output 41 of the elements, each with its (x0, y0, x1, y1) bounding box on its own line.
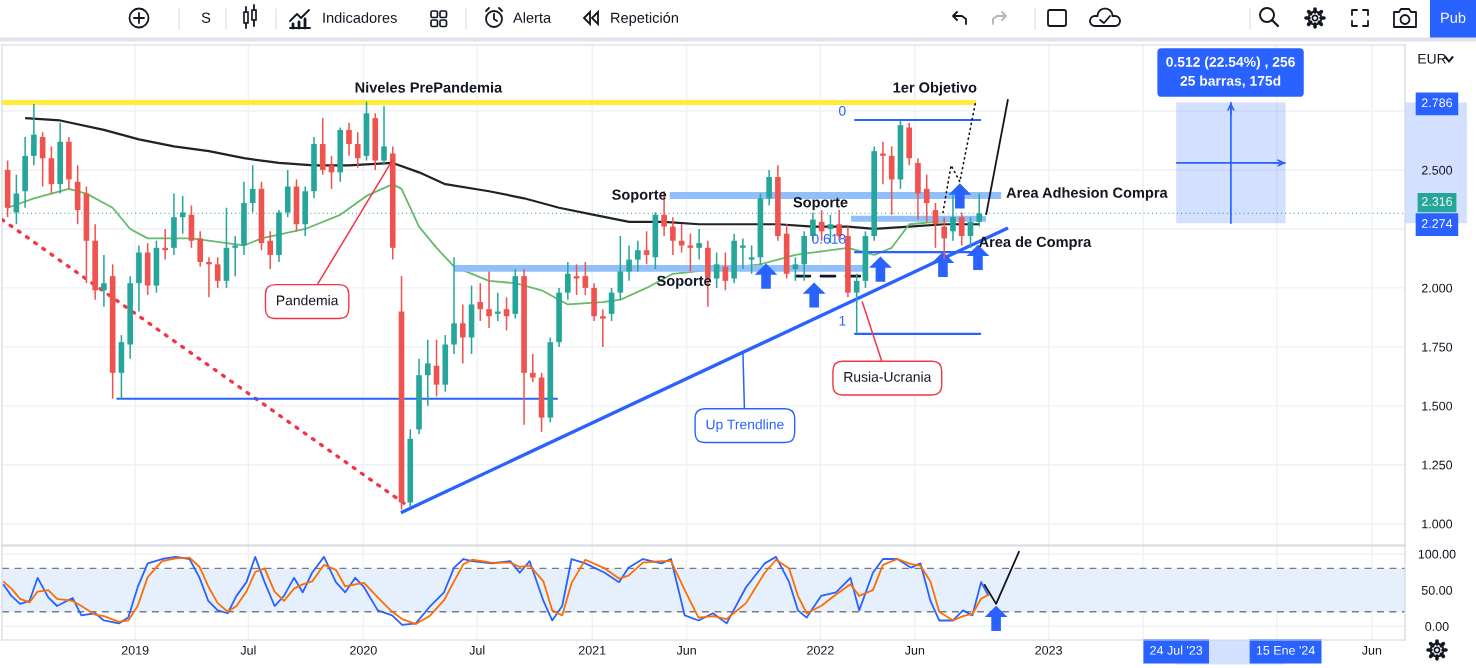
y-tick-label: 2.786 (1421, 98, 1453, 108)
annotation: Pandemia (277, 295, 339, 306)
x-tick-label: 24 Jul '23 (1150, 645, 1203, 655)
y-tick-label: 2.274 (1421, 219, 1453, 228)
y-tick-label: 1.750 (1422, 342, 1453, 352)
y-tick-label: 2.000 (1421, 283, 1453, 293)
x-tick-label: 2021 (578, 645, 606, 655)
text: Alerta (513, 12, 552, 23)
text: Pub (1441, 12, 1466, 23)
text: S (201, 12, 211, 23)
y-tick-label: 50.00 (1421, 585, 1453, 595)
y-tick-label: 1.250 (1422, 460, 1453, 470)
x-tick-label: Jun (904, 646, 925, 655)
y-tick-label: 0.00 (1425, 622, 1449, 631)
y-tick-label: 1.000 (1422, 519, 1453, 529)
annotation: 0.512 (22.54%) , 256 25 barras, 175d (1166, 56, 1295, 88)
annotation: Up Trendline (706, 419, 784, 433)
text: Repetición (611, 12, 678, 26)
annotation: 0 (839, 105, 846, 116)
x-tick-label: 2020 (350, 645, 377, 655)
annotation: 1er Objetivo (893, 81, 977, 96)
annotation: Niveles PrePandemia (355, 81, 503, 93)
x-tick-label: Jun (676, 646, 696, 655)
annotation: Soporte (793, 197, 848, 211)
text: EUR (1418, 54, 1447, 64)
annotation: Area Adhesion Compra (1006, 187, 1168, 201)
x-tick-label: Jul (469, 645, 485, 655)
x-tick-label: 2019 (121, 645, 149, 655)
annotation: 1 (839, 315, 846, 326)
x-tick-label: Jul (240, 645, 256, 655)
annotation: Area de Compra (978, 236, 1092, 250)
y-tick-label: 2.500 (1421, 165, 1453, 175)
x-tick-label: 15 Ene '24 (1256, 645, 1315, 655)
x-tick-label: Jun (1361, 646, 1382, 655)
annotation: Rusia-Ucrania (844, 371, 932, 382)
ref-line-label: 2.316 (1421, 197, 1453, 206)
x-tick-label: 2022 (807, 645, 834, 655)
y-tick-label: 100.00 (1418, 549, 1456, 559)
y-tick-label: 1.500 (1422, 401, 1453, 411)
text: Indicadores (323, 12, 397, 23)
x-tick-label: 2023 (1035, 645, 1062, 655)
